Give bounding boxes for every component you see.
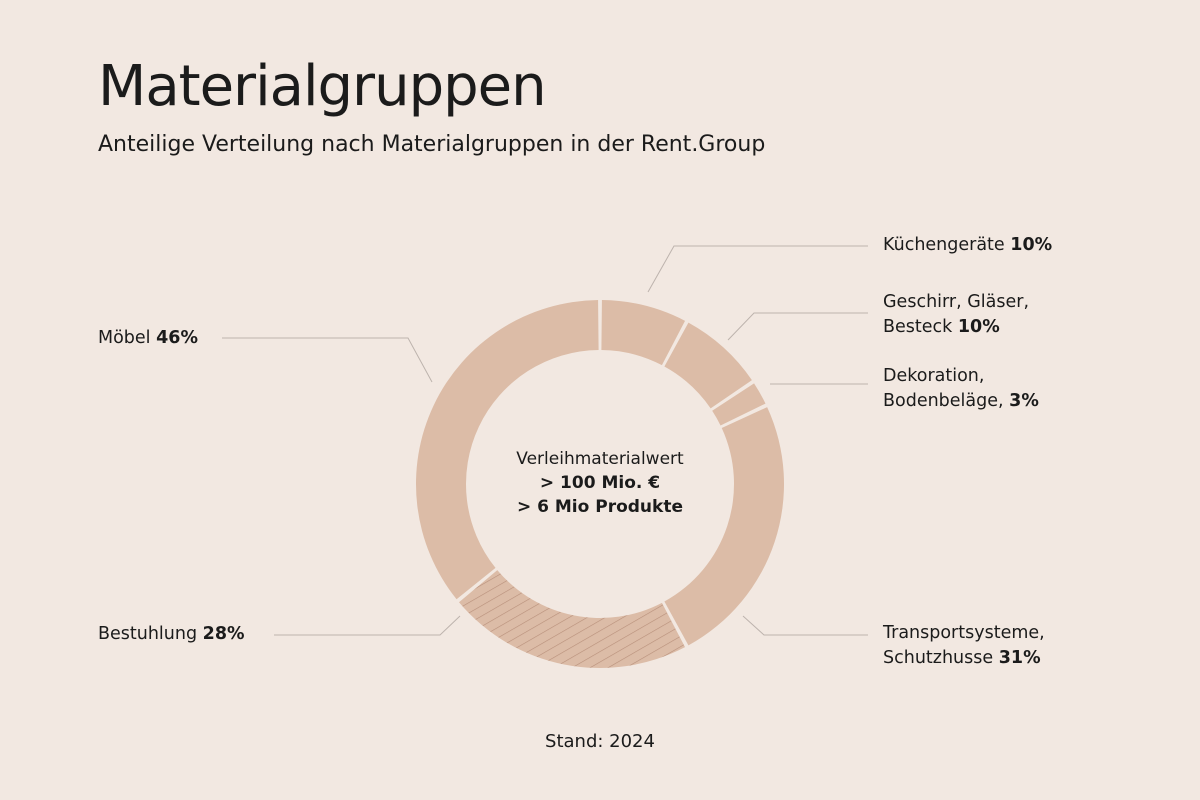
center-value-products: > 6 Mio Produkte: [516, 496, 683, 517]
label-geschirr-value: 10%: [957, 317, 1000, 338]
label-bestuhlung-value: 28%: [202, 624, 245, 644]
donut-segment-4: [664, 407, 785, 646]
label-geschirr-line2: Besteck: [883, 317, 953, 338]
chart-subtitle: Anteilige Verteilung nach Materialgruppe…: [98, 132, 766, 157]
leader-line-bestuhlung: [274, 615, 461, 636]
label-geschirr: Geschirr, Gläser, Besteck 10%: [883, 290, 1029, 341]
leader-line-moebel: [222, 337, 433, 383]
label-dekoration-line2: Bodenbeläge,: [883, 391, 1004, 412]
center-value-material: > 100 Mio. €: [539, 472, 661, 493]
leader-line-geschirr: [727, 312, 868, 341]
label-moebel-name: Möbel: [98, 328, 151, 348]
label-transportsysteme: Transportsysteme, Schutzhusse 31%: [883, 621, 1045, 672]
label-bestuhlung-name: Bestuhlung: [98, 624, 198, 644]
leader-line-kuechen: [647, 245, 868, 293]
donut-segment-3: [712, 383, 766, 426]
center-caption: Verleihmaterialwert: [516, 449, 684, 469]
leader-line-transport: [742, 615, 868, 636]
footer-date: Stand: 2024: [545, 731, 655, 752]
label-moebel: Möbel 46%: [98, 326, 198, 351]
label-kuechengeraete: Küchengeräte 10%: [883, 233, 1052, 258]
label-transport-line2: Schutzhusse: [883, 648, 994, 669]
label-bestuhlung: Bestuhlung 28%: [98, 622, 245, 647]
label-dekoration-value: 3%: [1009, 391, 1039, 412]
label-kuechengeraete-value: 10%: [1010, 235, 1053, 255]
label-dekoration-line1: Dekoration,: [883, 366, 985, 386]
donut-segment-1: [601, 300, 686, 366]
donut-segment-5: [458, 570, 686, 668]
label-moebel-value: 46%: [156, 328, 199, 348]
donut-segment-2: [664, 322, 752, 409]
label-geschirr-line1: Geschirr, Gläser,: [883, 292, 1030, 312]
chart-title: Materialgruppen: [98, 54, 547, 119]
label-kuechengeraete-name: Küchengeräte: [883, 235, 1005, 255]
donut-segment-6: [416, 300, 599, 600]
label-transport-value: 31%: [998, 648, 1041, 669]
label-transport-line1: Transportsysteme,: [883, 623, 1045, 643]
label-dekoration: Dekoration, Bodenbeläge, 3%: [883, 364, 1039, 415]
donut-center-text: Verleihmaterialwert > 100 Mio. € > 6 Mio…: [480, 448, 720, 519]
